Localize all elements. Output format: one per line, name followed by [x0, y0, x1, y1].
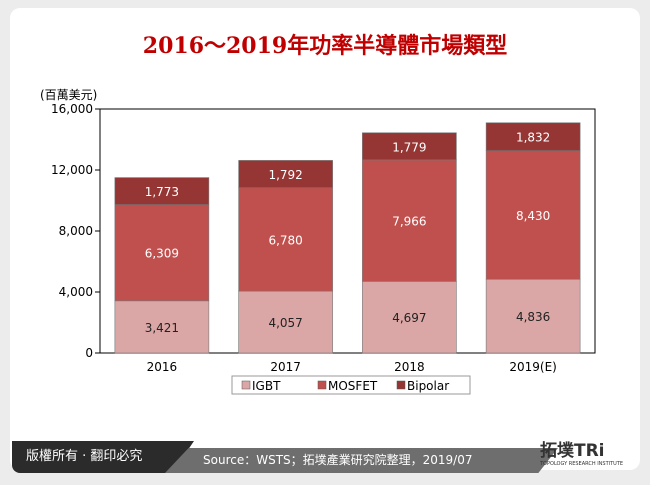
legend-swatch — [317, 380, 327, 390]
data-label: 7,966 — [392, 215, 426, 229]
bar-mosfet — [485, 150, 581, 280]
legend-swatch — [241, 380, 251, 390]
x-tick-label: 2016 — [147, 360, 178, 374]
bar-bipolar — [362, 132, 457, 161]
bar-igbt — [238, 290, 333, 354]
bar-mosfet — [238, 187, 333, 292]
copyright-notice: 版權所有 · 翻印必究 — [12, 441, 194, 473]
data-label: 4,836 — [516, 310, 550, 324]
bar-igbt — [485, 278, 581, 354]
data-label: 8,430 — [516, 209, 550, 223]
bar-igbt — [362, 281, 457, 354]
data-label: 1,773 — [145, 185, 179, 199]
y-tick-label: 8,000 — [59, 224, 93, 238]
bar-bipolar — [238, 160, 333, 189]
bar-igbt — [114, 300, 210, 354]
y-tick-label: 12,000 — [51, 163, 93, 177]
x-tick-label: 2018 — [394, 360, 425, 374]
data-label: 3,421 — [145, 321, 179, 335]
logo-subtitle: TOPOLOGY RESEARCH INSTITUTE — [540, 461, 624, 467]
legend-label: Bipolar — [407, 379, 449, 393]
x-tick-label: 2017 — [270, 360, 301, 374]
y-tick-label: 16,000 — [51, 102, 93, 116]
data-label: 6,780 — [268, 233, 302, 247]
y-axis-label: (百萬美元) — [40, 88, 97, 102]
legend — [231, 375, 471, 395]
legend-label: MOSFET — [328, 379, 378, 393]
chart-title: 2016～2019年功率半導體市場類型 — [142, 33, 508, 59]
data-label: 6,309 — [145, 247, 179, 261]
bar-mosfet — [362, 159, 457, 282]
y-tick-label: 4,000 — [59, 285, 93, 299]
logo: 拓墣TRi TOPOLOGY RESEARCH INSTITUTE — [540, 436, 623, 467]
bar-bipolar — [485, 122, 581, 151]
data-label: 1,792 — [268, 168, 302, 182]
bar-mosfet — [114, 204, 210, 302]
data-label: 1,832 — [516, 131, 550, 145]
data-label: 4,057 — [268, 316, 302, 330]
logo-text: 拓墣TRi — [540, 441, 605, 461]
bar-bipolar — [114, 177, 210, 205]
source-note: Source：WSTS；拓墣產業研究院整理，2019/07 — [165, 448, 558, 473]
data-label: 1,779 — [392, 140, 426, 154]
y-tick-label: 0 — [85, 346, 93, 360]
data-label: 4,697 — [392, 311, 426, 325]
legend-label: IGBT — [252, 379, 281, 393]
legend-swatch — [396, 380, 406, 390]
x-tick-label: 2019(E) — [509, 360, 556, 374]
